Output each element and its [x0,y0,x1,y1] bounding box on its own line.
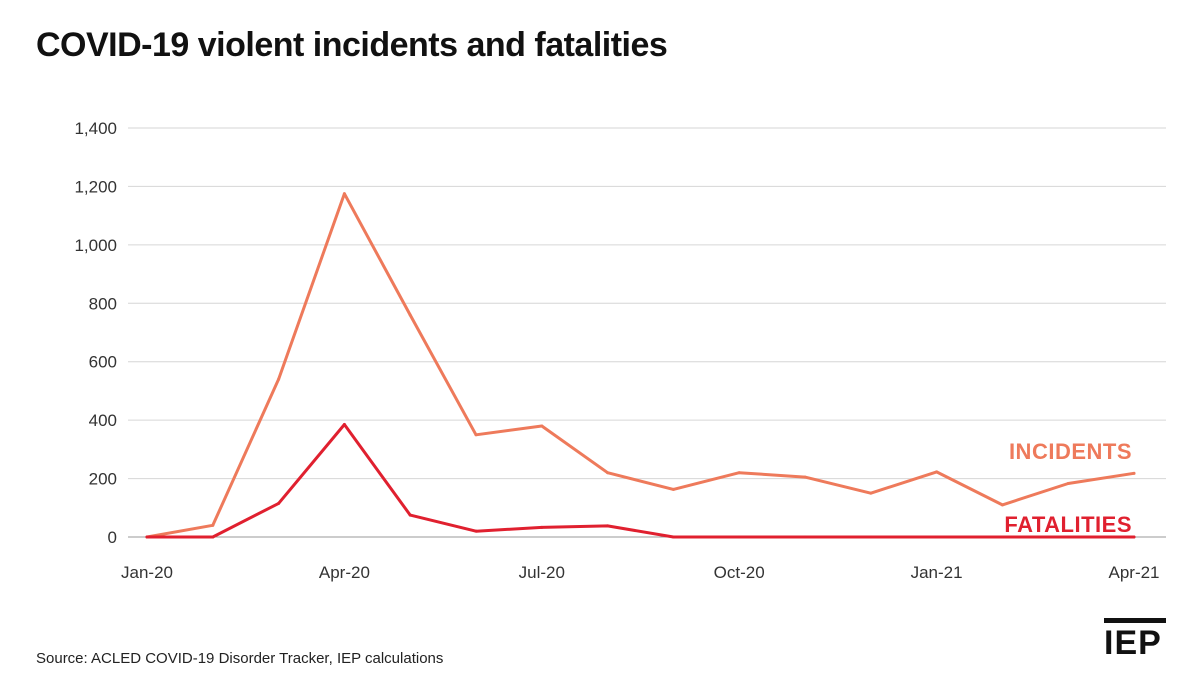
data-point-fatalities [211,535,215,539]
series-label-fatalities: FATALITIES [1004,512,1132,537]
data-point-incidents [211,523,215,527]
x-tick-label: Jan-20 [121,563,173,582]
data-point-incidents [671,487,675,491]
data-point-fatalities [869,535,873,539]
data-point-fatalities [145,535,149,539]
y-tick-label: 1,400 [74,119,117,138]
source-note: Source: ACLED COVID-19 Disorder Tracker,… [36,650,444,667]
chart-title: COVID-19 violent incidents and fatalitie… [36,26,668,64]
x-tick-label: Jul-20 [519,563,565,582]
series-line-incidents [145,192,1136,539]
y-tick-label: 0 [108,528,117,547]
data-point-fatalities [1000,535,1004,539]
series-label-incidents: INCIDENTS [1009,439,1132,464]
logo-text: IEP [1104,624,1162,662]
data-point-fatalities [342,423,346,427]
data-point-incidents [1132,471,1136,475]
y-tick-label: 200 [89,470,117,489]
data-point-fatalities [803,535,807,539]
iep-logo: IEP [1104,618,1166,660]
data-point-incidents [277,377,281,381]
data-point-incidents [737,471,741,475]
data-point-fatalities [671,535,675,539]
y-tick-label: 800 [89,294,117,313]
y-tick-label: 400 [89,411,117,430]
y-tick-label: 1,200 [74,177,117,196]
data-point-incidents [803,475,807,479]
x-tick-label: Apr-20 [319,563,370,582]
data-point-incidents [540,424,544,428]
data-point-incidents [408,313,412,317]
x-tick-label: Jan-21 [911,563,963,582]
x-tick-label: Apr-21 [1108,563,1159,582]
y-tick-label: 1,000 [74,236,117,255]
data-point-fatalities [540,525,544,529]
data-point-incidents [606,471,610,475]
x-tick-label: Oct-20 [714,563,765,582]
logo-bar [1104,618,1166,623]
y-tick-label: 600 [89,353,117,372]
data-point-incidents [342,192,346,196]
data-point-incidents [869,491,873,495]
series-line-fatalities [145,423,1136,539]
data-point-fatalities [935,535,939,539]
data-point-fatalities [737,535,741,539]
data-point-fatalities [1066,535,1070,539]
data-point-incidents [1000,503,1004,507]
data-point-incidents [935,470,939,474]
data-point-fatalities [408,513,412,517]
data-point-incidents [1066,482,1070,486]
data-point-fatalities [1132,535,1136,539]
data-point-fatalities [474,529,478,533]
data-point-fatalities [606,524,610,528]
data-point-fatalities [277,501,281,505]
data-point-incidents [474,433,478,437]
